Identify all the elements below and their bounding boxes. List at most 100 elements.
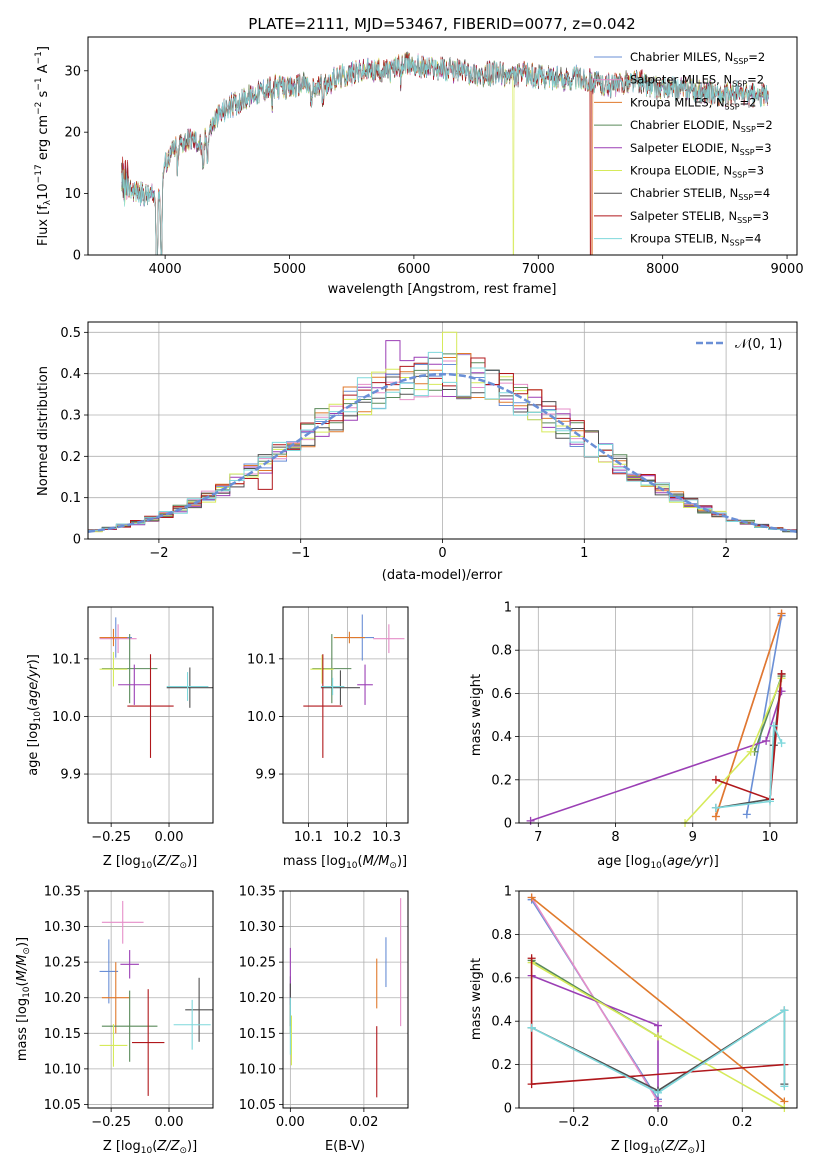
x-tick-label: −1 xyxy=(291,546,310,561)
weight-marker-kroupa-elodie xyxy=(654,1032,662,1041)
spectrum-legend: Chabrier MILES, NSSP=2 Salpeter MILES, NS… xyxy=(594,50,773,248)
hist-kroupa-stelib xyxy=(88,351,797,532)
weight-marker-kroupa-stelib xyxy=(527,1023,536,1032)
weight-age-xlabel: age [log10(age/yr)] xyxy=(597,854,719,871)
weight-z-ylabel: mass weight xyxy=(469,958,484,1040)
weight-age-x-ticks: 7 8 9 10 xyxy=(534,823,778,845)
y-tick-label: 0.4 xyxy=(491,1015,512,1030)
y-tick-label: 10.15 xyxy=(44,1027,81,1042)
mass-z-y-ticks: 10.05 10.10 10.15 10.20 10.25 10.30 10.35 xyxy=(44,885,88,1113)
weight-z-x-ticks: −0.2 0.0 0.2 xyxy=(558,1108,753,1130)
hist-xlabel: (data-model)/error xyxy=(382,568,503,583)
y-tick-label: 10 xyxy=(64,187,81,202)
y-tick-label: 10.20 xyxy=(239,991,276,1006)
x-tick-label: 10.3 xyxy=(372,830,401,845)
x-tick-label: 7 xyxy=(534,830,542,845)
weight-marker-kroupa-stelib xyxy=(769,721,778,730)
normal-legend-label: 𝒩(0, 1) xyxy=(735,337,782,352)
legend-label-salpeter-elodie: Salpeter ELODIE, NSSP=3 xyxy=(630,141,772,157)
weight-marker-salpeter-stelib xyxy=(777,669,786,678)
age-z-grid xyxy=(88,607,213,823)
normal-curve xyxy=(88,372,797,534)
x-tick-label: −0.25 xyxy=(91,1115,131,1130)
legend-label-chabrier-stelib: Chabrier STELIB, NSSP=4 xyxy=(630,186,770,202)
x-tick-label: 10.1 xyxy=(294,830,323,845)
x-tick-label: 0.00 xyxy=(155,830,184,845)
mass-z-plot-area xyxy=(99,900,213,1096)
legend-label-salpeter-stelib: Salpeter STELIB, NSSP=3 xyxy=(630,209,769,225)
weight-line-kroupa-stelib xyxy=(715,725,783,809)
x-tick-label: 8000 xyxy=(646,262,679,277)
weight-age-frame xyxy=(518,606,798,824)
panel-mass-vs-z: −0.25 0.00 10.05 10.10 10.15 10.20 10.25 10.30… xyxy=(15,885,214,1156)
panel-spectrum: 4000 5000 6000 7000 8000 9000 0 10 20 30 wavelen… xyxy=(34,36,804,297)
y-tick-label: 10.0 xyxy=(52,710,81,725)
x-tick-label: −0.25 xyxy=(91,830,131,845)
y-tick-label: 0 xyxy=(504,1102,512,1117)
x-tick-label: 0.02 xyxy=(349,1115,378,1130)
weight-marker-kroupa-miles xyxy=(527,893,536,902)
y-tick-label: 10.25 xyxy=(44,956,81,971)
y-tick-label: 10.25 xyxy=(239,956,276,971)
age-z-x-ticks: −0.25 0.00 xyxy=(91,823,183,845)
y-tick-label: 10.10 xyxy=(239,1062,276,1077)
weight-marker-chabrier-stelib xyxy=(769,741,778,750)
weight-marker-salpeter-elodie xyxy=(654,1021,662,1030)
spectrum-frame xyxy=(87,36,798,256)
age-z-frame xyxy=(87,606,214,824)
age-mass-x-ticks: 10.1 10.2 10.3 xyxy=(294,823,401,845)
y-tick-label: 30 xyxy=(64,64,81,79)
weight-marker-salpeter-elodie xyxy=(777,687,786,696)
y-tick-label: 1 xyxy=(504,885,512,900)
mass-z-xlabel: Z [log10(Z/Z⊙)] xyxy=(103,1139,197,1156)
weight-marker-salpeter-elodie xyxy=(762,736,771,745)
x-tick-label: 5000 xyxy=(273,262,306,277)
hist-ylabel: Normed distribution xyxy=(36,366,51,496)
weight-marker-kroupa-miles xyxy=(711,812,720,821)
x-tick-label: 9000 xyxy=(771,262,804,277)
weight-line-salpeter-elodie xyxy=(531,974,659,1106)
mass-ebv-y-ticks: 10.05 10.10 10.15 10.20 10.25 10.30 10.35 xyxy=(239,885,283,1113)
x-tick-label: 0.00 xyxy=(276,1115,305,1130)
age-z-y-ticks: 9.9 10.0 10.1 xyxy=(52,652,88,783)
age-z-plot-area xyxy=(99,617,213,758)
y-tick-label: 0 xyxy=(73,249,81,264)
y-tick-label: 0.8 xyxy=(491,928,512,943)
hist-legend: 𝒩(0, 1) xyxy=(696,337,782,352)
weight-marker-kroupa-stelib xyxy=(765,797,774,806)
panel-age-vs-z: −0.25 0.00 9.9 10.0 10.1 Z [log10(Z/Z⊙)] ag… xyxy=(26,606,214,871)
hist-plot-area xyxy=(88,331,797,534)
age-mass-frame xyxy=(282,606,409,824)
legend-label-kroupa-stelib: Kroupa STELIB, NSSP=4 xyxy=(630,232,761,248)
weight-line-kroupa-miles xyxy=(715,613,783,817)
weight-line-kroupa-stelib xyxy=(531,1008,786,1094)
y-tick-label: 20 xyxy=(64,126,81,141)
y-tick-label: 10.10 xyxy=(44,1062,81,1077)
x-tick-label: 10 xyxy=(762,830,779,845)
mass-ebv-xlabel: E(B-V) xyxy=(325,1139,365,1154)
age-mass-grid xyxy=(283,607,408,823)
x-tick-label: 0.2 xyxy=(732,1115,753,1130)
hist-x-ticks: −2 −1 0 1 2 xyxy=(149,539,730,561)
x-tick-label: 8 xyxy=(611,830,619,845)
age-mass-y-ticks: 9.9 10.0 10.1 xyxy=(247,652,283,783)
y-tick-label: 0.2 xyxy=(491,1058,512,1073)
x-tick-label: 9 xyxy=(689,830,697,845)
y-tick-label: 0.4 xyxy=(60,367,81,382)
mass-ebv-grid xyxy=(283,890,408,1108)
y-tick-label: 10.30 xyxy=(44,920,81,935)
weight-marker-salpeter-stelib xyxy=(527,1080,536,1089)
y-tick-label: 0.8 xyxy=(491,644,512,659)
weight-age-grid xyxy=(519,606,797,824)
mass-ebv-x-ticks: 0.00 0.02 xyxy=(276,1108,378,1130)
spectrum-x-ticks: 4000 5000 6000 7000 8000 9000 xyxy=(149,255,804,277)
x-tick-label: −0.2 xyxy=(558,1115,590,1130)
panel-residual-hist: −2 −1 0 1 2 0 0.1 0.2 0.3 0.4 0.5 (data-model)/er… xyxy=(36,321,798,583)
y-tick-label: 0 xyxy=(504,817,512,832)
y-tick-label: 10.20 xyxy=(44,991,81,1006)
y-tick-label: 10.05 xyxy=(239,1098,276,1113)
y-tick-label: 0.6 xyxy=(491,971,512,986)
x-tick-label: 0.00 xyxy=(155,1115,184,1130)
y-tick-label: 10.05 xyxy=(44,1098,81,1113)
